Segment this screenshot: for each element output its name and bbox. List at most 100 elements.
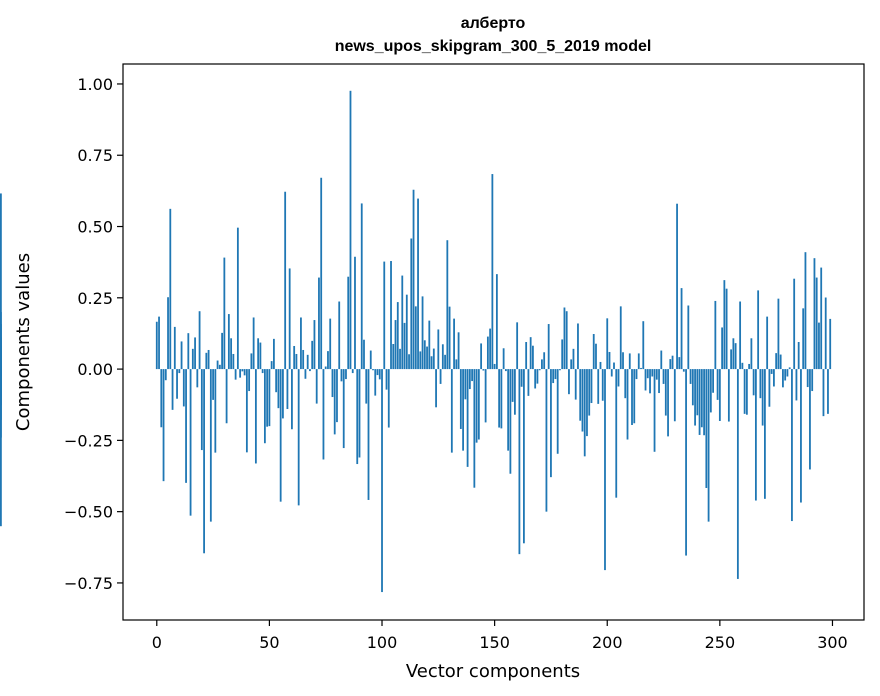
bar	[815, 277, 818, 370]
bar	[266, 369, 269, 427]
bar	[295, 353, 298, 370]
bar	[268, 369, 271, 427]
chart-title: алберто	[461, 15, 526, 32]
bar	[599, 361, 602, 370]
bar	[403, 322, 406, 370]
y-tick-label: 0.50	[77, 218, 113, 237]
bar	[703, 369, 705, 436]
plot-frame	[122, 63, 865, 621]
bar	[441, 344, 444, 370]
bar	[757, 290, 760, 370]
bar	[700, 369, 703, 428]
bar	[347, 276, 350, 370]
bar	[196, 369, 199, 388]
bar	[489, 328, 492, 370]
bar	[182, 369, 185, 407]
bar	[293, 345, 296, 370]
bar	[207, 349, 210, 370]
bar	[309, 369, 311, 372]
bar	[369, 350, 372, 370]
bar	[216, 360, 219, 370]
bar	[354, 256, 356, 370]
bar	[446, 240, 449, 370]
bar	[601, 369, 604, 401]
bar	[698, 369, 701, 435]
bar	[793, 278, 796, 370]
bar	[221, 332, 223, 370]
bar	[786, 369, 789, 377]
y-tick-label: −0.75	[64, 574, 113, 593]
bar	[218, 364, 221, 370]
bar	[385, 369, 388, 390]
bar	[342, 369, 345, 449]
bar	[640, 367, 642, 370]
bar	[667, 369, 669, 437]
bar	[637, 353, 640, 370]
bar-series	[0, 90, 832, 593]
bar	[649, 369, 651, 394]
bar	[338, 301, 341, 370]
bar	[372, 369, 374, 371]
bar	[770, 369, 773, 374]
bar	[777, 298, 780, 370]
bar	[822, 369, 825, 417]
bar	[426, 346, 428, 370]
bar	[671, 355, 674, 370]
bar	[392, 344, 395, 370]
bar	[200, 369, 203, 451]
bar	[791, 369, 793, 522]
bar	[709, 369, 712, 413]
y-tick-label: −0.50	[64, 503, 113, 522]
bar	[273, 338, 275, 370]
bar	[635, 369, 638, 380]
bar	[559, 369, 561, 371]
x-tick-label: 0	[152, 633, 162, 652]
bar	[813, 258, 816, 370]
bar	[241, 369, 244, 372]
bar	[198, 311, 201, 370]
bar	[613, 362, 615, 370]
bar	[685, 369, 687, 556]
bar	[239, 369, 242, 378]
bar	[734, 343, 737, 370]
bar	[626, 369, 629, 440]
bar	[752, 369, 755, 396]
bar	[554, 369, 557, 380]
bar	[164, 369, 167, 381]
bar	[644, 369, 647, 391]
bar	[383, 261, 386, 370]
bar	[234, 369, 237, 380]
bar	[651, 369, 654, 377]
bar	[572, 348, 575, 370]
bar	[223, 257, 226, 370]
bar	[333, 369, 336, 435]
bar	[486, 336, 489, 370]
bar	[432, 348, 435, 370]
bar	[660, 350, 663, 370]
bar	[302, 349, 305, 370]
bar	[504, 369, 507, 372]
bar	[336, 369, 338, 423]
bar	[525, 342, 528, 370]
y-axis-ticks: −0.75 −0.50 −0.25 0.00 0.25 0.50 0.75 1.00	[64, 75, 123, 593]
bar	[171, 369, 174, 410]
bar	[687, 305, 690, 370]
bar	[155, 321, 158, 370]
bar	[680, 288, 683, 370]
bar	[414, 306, 417, 370]
bar	[509, 369, 512, 474]
bar	[502, 348, 505, 370]
bar	[466, 369, 469, 467]
bar	[345, 369, 347, 380]
bar	[745, 369, 748, 415]
bar	[410, 238, 413, 370]
bar	[730, 349, 733, 370]
bar	[459, 369, 462, 429]
bar	[570, 359, 573, 370]
bar	[784, 369, 787, 381]
bar	[586, 369, 588, 437]
bar	[547, 324, 550, 370]
y-tick-label: 0.00	[77, 360, 113, 379]
bar	[275, 369, 278, 393]
